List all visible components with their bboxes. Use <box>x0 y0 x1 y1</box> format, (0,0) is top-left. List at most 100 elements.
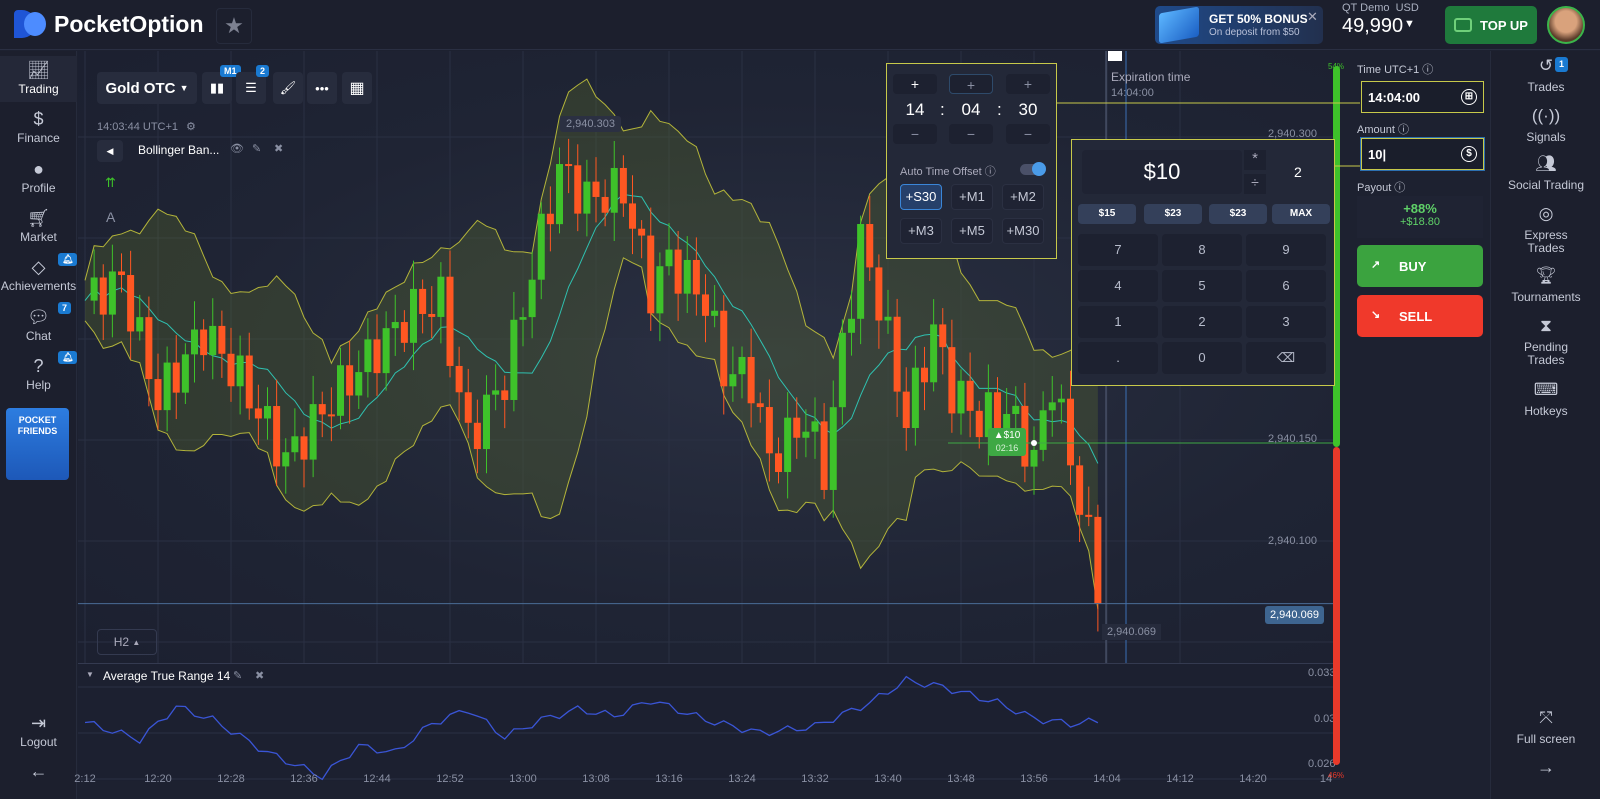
more-button[interactable]: ••• <box>307 72 337 104</box>
sidebar-item-trading[interactable]: 📈︎ Trading <box>0 56 77 102</box>
expand-arrow-icon[interactable]: → <box>1537 757 1555 777</box>
keypad-key[interactable]: . <box>1078 342 1158 374</box>
trade-panel: Time UTC+1 ⓘ 14:04:00 ⊞ Amount ⓘ 10| $ Pay… <box>1350 51 1490 799</box>
seconds-value[interactable]: 30 <box>1018 100 1038 119</box>
price-tick: 2,940.150 <box>1268 433 1317 445</box>
collapse-indicators-button[interactable]: ◀ <box>97 140 123 162</box>
candle-body <box>510 319 518 400</box>
auto-offset-toggle[interactable] <box>1020 162 1046 176</box>
settings-gear-icon[interactable]: ⚙ <box>186 121 196 133</box>
top-up-button[interactable]: TOP UP <box>1445 6 1537 44</box>
offset-m30-button[interactable]: +M30 <box>1002 218 1044 244</box>
logo[interactable]: PocketOption <box>14 10 204 38</box>
divide-button[interactable]: ÷ <box>1244 174 1266 194</box>
sell-button[interactable]: ↘ SELL <box>1357 295 1483 337</box>
quick-amount-button[interactable]: $15 <box>1078 204 1136 224</box>
offset-m2-button[interactable]: +M2 <box>1002 184 1044 210</box>
time-input[interactable]: 14:04:00 ⊞ <box>1361 81 1484 113</box>
seconds-plus-button[interactable]: + <box>1006 74 1050 94</box>
logout-button[interactable]: ⇥ Logout <box>0 713 77 749</box>
period-selector[interactable]: H2 ▲ <box>97 629 157 655</box>
hours-value[interactable]: 14 <box>905 100 925 119</box>
rightbar-item-express-trades[interactable]: ◎ Express Trades <box>1491 205 1600 255</box>
close-icon[interactable]: ✖ <box>274 143 284 155</box>
keyboard-icon: ⌨ <box>1533 380 1559 399</box>
indicators-button[interactable]: ☰ 2 <box>236 65 270 104</box>
text-tool-icon[interactable]: A <box>106 209 116 225</box>
clock-icon[interactable]: ⊞ <box>1461 89 1477 105</box>
account-selector[interactable]: QT Demo USD 49,990 ▼ <box>1342 0 1419 48</box>
keypad-key[interactable]: 3 <box>1246 306 1326 338</box>
keypad-key[interactable]: 7 <box>1078 234 1158 266</box>
candle-body <box>610 167 618 213</box>
hours-plus-button[interactable]: + <box>893 74 937 94</box>
pocket-friends-promo[interactable]: POCKET FRIENDS <box>6 408 69 480</box>
amount-label: Amount ⓘ <box>1357 124 1409 136</box>
keypad-key[interactable]: 0 <box>1162 342 1242 374</box>
minutes-plus-button[interactable]: + <box>949 74 993 94</box>
time-tick: 12:36 <box>290 773 318 785</box>
keypad-key[interactable]: 8 <box>1162 234 1242 266</box>
trade-point <box>1031 440 1037 446</box>
quick-amount-button[interactable]: $23 <box>1209 204 1267 224</box>
sidebar-item-profile[interactable]: ● Profile <box>0 159 77 195</box>
edit-icon[interactable]: ✎ <box>252 143 262 155</box>
sidebar-item-chat[interactable]: 💬︎ Chat 7 <box>0 302 77 343</box>
asset-selector[interactable]: Gold OTC ▼ <box>97 72 197 104</box>
layout-button[interactable]: ▦ <box>342 72 372 104</box>
chart-line-icon: 📈︎ <box>27 60 50 80</box>
offset-m3-button[interactable]: +M3 <box>900 218 942 244</box>
amount-input[interactable]: 10| $ <box>1361 138 1484 170</box>
buy-button[interactable]: ↗ BUY <box>1357 245 1483 287</box>
multiply-button[interactable]: * <box>1244 150 1266 170</box>
backspace-icon: ⌫ <box>1276 350 1296 365</box>
close-icon[interactable]: ✖ <box>255 670 265 682</box>
offset-m5-button[interactable]: +M5 <box>951 218 993 244</box>
trade-marker[interactable]: ▲$10 02:16 <box>988 428 1026 456</box>
rightbar-item-tournaments[interactable]: 🏆︎ Tournaments <box>1491 267 1600 304</box>
collapse-arrow-icon[interactable]: ← <box>29 761 48 781</box>
candle-body <box>583 181 591 214</box>
keypad-key[interactable]: 9 <box>1246 234 1326 266</box>
keypad-key[interactable]: 2 <box>1162 306 1242 338</box>
drawing-button[interactable]: 🖌︎ <box>273 72 303 104</box>
minutes-minus-button[interactable]: − <box>949 124 993 144</box>
keypad-key[interactable]: 1 <box>1078 306 1158 338</box>
caret-down-icon[interactable]: ▼ <box>86 670 94 679</box>
edit-icon[interactable]: ✎ <box>233 670 243 682</box>
rightbar-item-signals[interactable]: ((·)) Signals <box>1491 107 1600 144</box>
multiplier-value[interactable]: 2 <box>1294 164 1302 180</box>
dollar-icon[interactable]: $ <box>1461 146 1477 162</box>
keypad-key[interactable]: 6 <box>1246 270 1326 302</box>
sidebar-item-achievements[interactable]: ◇ Achievements 🔔︎ <box>0 253 78 293</box>
minutes-value[interactable]: 04 <box>961 100 981 119</box>
rightbar-item-hotkeys[interactable]: ⌨ Hotkeys <box>1491 380 1600 418</box>
chart-type-button[interactable]: ▮▮ M1 <box>202 65 241 104</box>
rightbar-item-trades[interactable]: ↺ Trades 1 <box>1491 57 1600 94</box>
offset-m1-button[interactable]: +M1 <box>951 184 993 210</box>
sidebar-item-market[interactable]: 🛒︎ Market <box>0 208 77 244</box>
rightbar-item-pending-trades[interactable]: ⧗ Pending Trades <box>1491 317 1600 367</box>
seconds-minus-button[interactable]: − <box>1006 124 1050 144</box>
eye-icon[interactable]: 👁︎ <box>230 143 244 155</box>
buy-label: BUY <box>1399 259 1427 274</box>
candle-body <box>318 404 326 415</box>
quick-amount-button[interactable]: $23 <box>1144 204 1202 224</box>
trend-arrows-icon[interactable]: ⇈ <box>105 175 116 190</box>
fullscreen-button[interactable]: ⤧ Full screen <box>1491 709 1600 746</box>
offset-s30-button[interactable]: +S30 <box>900 184 942 210</box>
sidebar-item-finance[interactable]: $ Finance <box>0 109 77 145</box>
rightbar-item-social-trading[interactable]: 👥︎ Social Trading <box>1491 155 1600 192</box>
time-tick: 13:32 <box>801 773 829 785</box>
close-icon[interactable]: ✕ <box>1307 9 1318 24</box>
backspace-button[interactable]: ⌫ <box>1246 342 1326 374</box>
keypad-key[interactable]: 4 <box>1078 270 1158 302</box>
keypad-key[interactable]: 5 <box>1162 270 1242 302</box>
favorites-star-button[interactable]: ★ <box>216 8 252 44</box>
avatar[interactable] <box>1547 6 1585 44</box>
bonus-banner[interactable]: GET 50% BONUS On deposit from $50 ✕ <box>1155 6 1323 44</box>
sidebar-item-help[interactable]: ? Help 🔔︎ <box>0 351 78 392</box>
max-amount-button[interactable]: MAX <box>1272 204 1330 224</box>
candle-body <box>227 353 235 387</box>
hours-minus-button[interactable]: − <box>893 124 937 144</box>
